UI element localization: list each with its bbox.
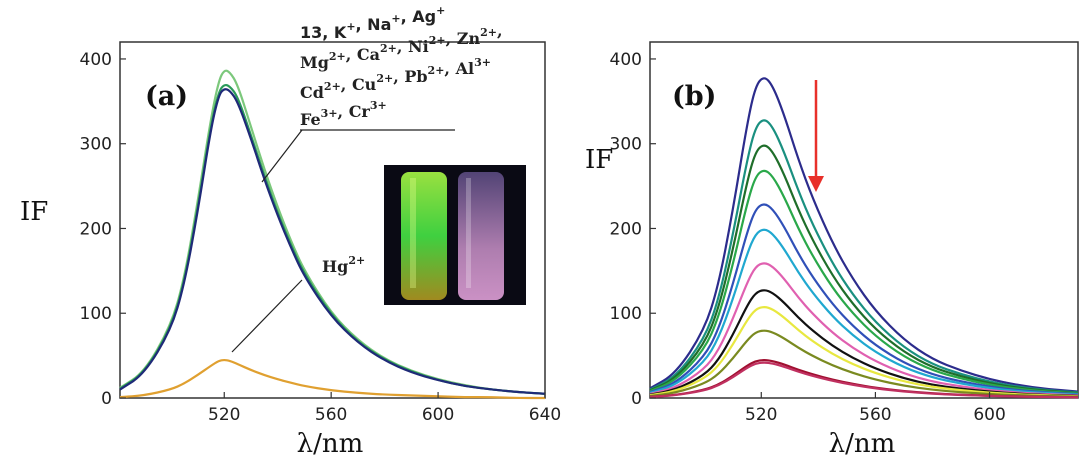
panel-b-series-line-4 <box>649 203 1079 396</box>
annotation-leader-line <box>261 129 303 183</box>
panel-a-x-tick-label: 560 <box>315 405 347 425</box>
panel-b-series-group <box>649 77 1079 399</box>
annotation-line-2: Mg2+, Ca2+, Ni2+, Zn2+, <box>300 21 503 72</box>
panel-b-y-tick-label: 0 <box>631 389 642 409</box>
panel-b-y-tick-label: 300 <box>610 135 642 155</box>
panel-b-y-tick-label: 400 <box>610 50 642 70</box>
panel-b-series-line-1 <box>649 119 1079 394</box>
panel-b-series-line-8 <box>649 306 1079 398</box>
vial-photo-inset <box>384 165 526 305</box>
panel-a-x-tick-label: 600 <box>422 405 454 425</box>
panel-b-x-axis-label: λ/nm <box>829 429 896 459</box>
panel-b-series-line-3 <box>649 169 1079 395</box>
panel-a-series-line-3 <box>119 358 545 400</box>
annotation-line-1: 13, K+, Na+, Ag+ <box>300 4 445 42</box>
panel-a-plot-frame <box>119 41 546 399</box>
panel-a-x-tick-label: 640 <box>529 405 561 425</box>
panel-b-series-line-11 <box>649 361 1079 399</box>
green-vial-highlight <box>410 178 416 288</box>
panel-a-x-axis-label: λ/nm <box>297 429 364 459</box>
panel-b: 520 560 600 0 100 200 300 400 (b) λ/nm IF <box>585 41 1079 459</box>
panel-b-series-line-0 <box>649 77 1079 393</box>
panel-a-label: (a) <box>145 81 188 112</box>
panel-a-ion-annotation: 13, K+, Na+, Ag+Mg2+, Ca2+, Ni2+, Zn2+,C… <box>300 4 503 129</box>
panel-b-plot-frame <box>649 41 1079 399</box>
panel-a-y-tick-label: 400 <box>80 50 112 70</box>
panel-b-y-tick-label: 200 <box>610 219 642 239</box>
panel-b-x-tick-label: 560 <box>859 405 891 425</box>
panel-a: 520 560 600 640 0 100 200 300 400 (a) λ/nm IF 13… <box>20 4 561 459</box>
annotation-line-4: Fe3+, Cr3+ <box>300 99 387 129</box>
panel-a-y-tick-label: 0 <box>101 389 112 409</box>
panel-a-y-tick-label: 100 <box>80 304 112 324</box>
panel-b-series-line-7 <box>649 289 1079 397</box>
panel-b-label: (b) <box>672 81 716 112</box>
pink-vial-highlight <box>466 178 471 288</box>
panel-b-y-axis-label: IF <box>585 145 613 175</box>
panel-b-series-line-5 <box>649 228 1079 396</box>
panel-b-x-tick-label: 600 <box>973 405 1005 425</box>
quench-arrow-head <box>808 176 824 192</box>
panel-b-axis-ticks: 520 560 600 0 100 200 300 400 <box>610 50 1006 425</box>
panel-a-y-tick-label: 200 <box>80 219 112 239</box>
panel-b-series-line-2 <box>649 144 1079 395</box>
panel-b-series-line-6 <box>649 262 1079 397</box>
panel-a-y-tick-label: 300 <box>80 135 112 155</box>
panel-a-y-axis-label: IF <box>20 197 48 227</box>
hg-annotation: Hg2+ <box>322 254 365 276</box>
pink-vial <box>458 172 504 300</box>
quench-arrow <box>808 80 824 192</box>
panel-a-axis-ticks: 520 560 600 640 0 100 200 300 400 <box>80 50 562 425</box>
hg-leader-line <box>231 279 303 353</box>
green-vial <box>401 172 447 300</box>
panel-b-series-line-9 <box>649 329 1079 398</box>
annotation-line-3: Cd2+, Cu2+, Pb2+, Al3+ <box>300 56 491 102</box>
panel-a-x-tick-label: 520 <box>208 405 240 425</box>
hg-label: Hg2+ <box>322 254 365 276</box>
panel-b-y-tick-label: 100 <box>610 304 642 324</box>
panel-b-x-tick-label: 520 <box>745 405 777 425</box>
